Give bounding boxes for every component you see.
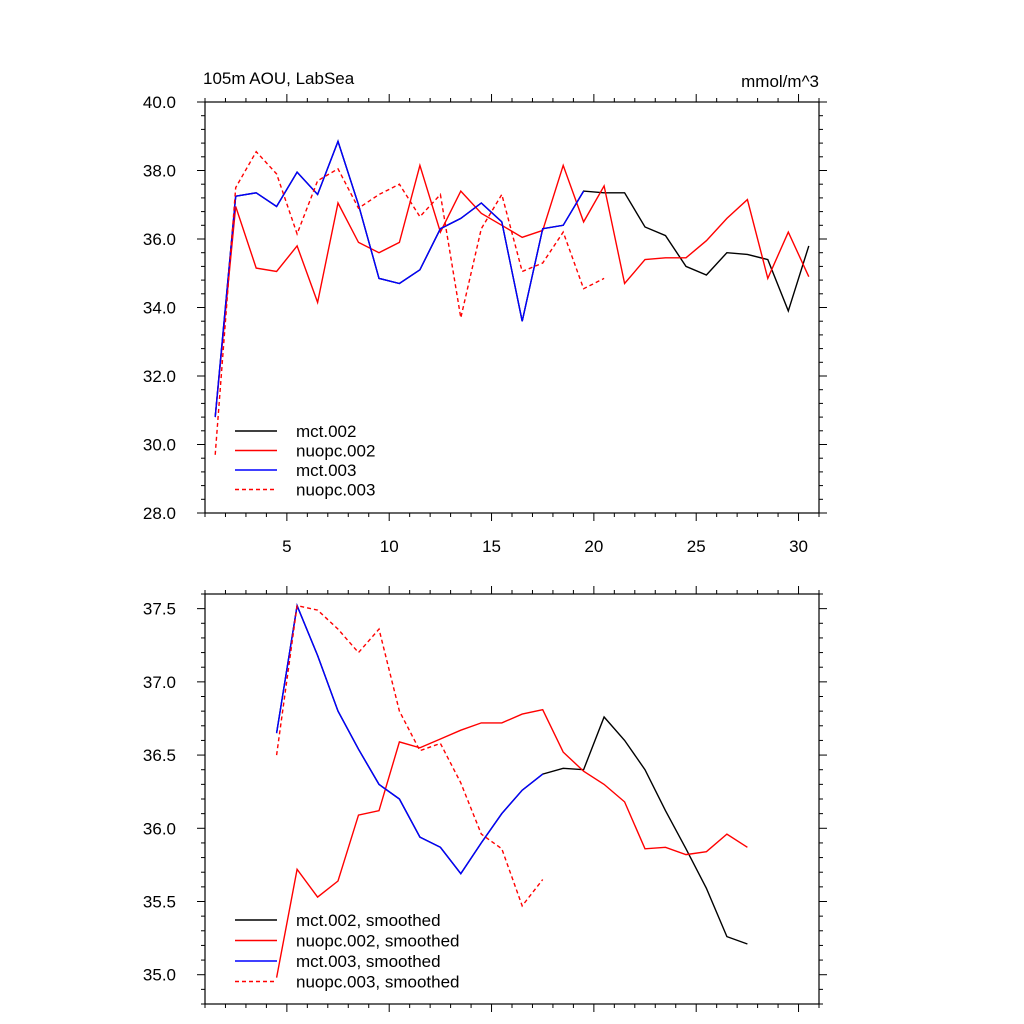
series-line-nuopc-002-smoothed (275, 708, 748, 978)
legend-label: mct.002 (296, 422, 356, 441)
y-tick-label: 38.0 (143, 162, 176, 181)
x-tick-label: 5 (282, 537, 291, 556)
top-panel: 5 10 15 20 25 30 28.0 30.0 32.0 34.0 36.0 38.0 40.0 m… (143, 93, 827, 556)
y-tick-label: 37.5 (143, 600, 176, 619)
plot-title: 105m AOU, LabSea (203, 69, 355, 88)
plot-units: mmol/m^3 (741, 72, 819, 91)
y-tick-label: 40.0 (143, 93, 176, 112)
series-line-nuopc-002 (214, 162, 810, 418)
legend-label: mct.003, smoothed (296, 952, 441, 971)
x-tick-label: 10 (380, 537, 399, 556)
series-line-nuopc-003-smoothed (275, 604, 544, 908)
legend-label: mct.002, smoothed (296, 911, 441, 930)
legend-label: nuopc.003 (296, 481, 375, 500)
series-line-mct-002-smoothed (275, 603, 748, 945)
series-line-mct-003 (214, 139, 585, 418)
y-tick-label: 30.0 (143, 436, 176, 455)
series-line-nuopc-003 (214, 150, 605, 455)
y-tick-label: 35.5 (143, 893, 176, 912)
legend-label: nuopc.002 (296, 442, 375, 461)
series-line-mct-002 (214, 139, 810, 418)
y-tick-label: 36.5 (143, 746, 176, 765)
y-tick-label: 34.0 (143, 299, 176, 318)
series-line-mct-003-smoothed (275, 603, 544, 875)
y-tick-label: 36.0 (143, 230, 176, 249)
y-tick-label: 32.0 (143, 367, 176, 386)
x-tick-label: 15 (482, 537, 501, 556)
x-tick-label: 25 (687, 537, 706, 556)
x-tick-label: 20 (584, 537, 603, 556)
y-tick-label: 35.0 (143, 966, 176, 985)
y-tick-label: 28.0 (143, 504, 176, 523)
y-tick-label: 36.0 (143, 819, 176, 838)
legend-label: mct.003 (296, 461, 356, 480)
legend-label: nuopc.002, smoothed (296, 932, 460, 951)
legend-label: nuopc.003, smoothed (296, 973, 460, 992)
bottom-panel: 35.0 35.5 36.0 36.5 37.0 37.5 mct.002, smoothe… (143, 586, 827, 1012)
x-tick-label: 30 (789, 537, 808, 556)
y-tick-label: 37.0 (143, 673, 176, 692)
